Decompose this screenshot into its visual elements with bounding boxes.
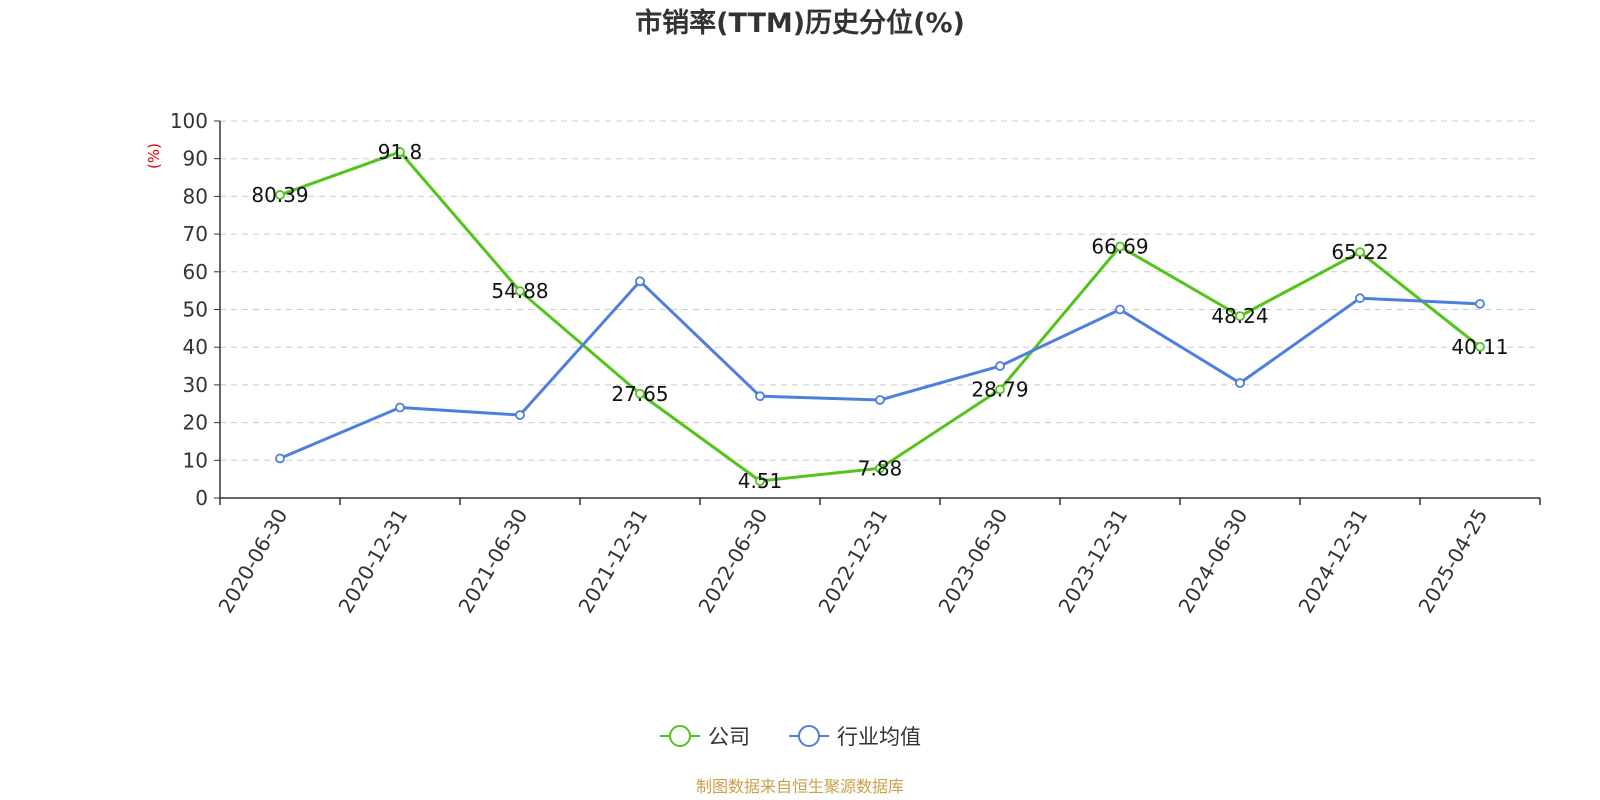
x-tick-label: 2021-06-30 [453,505,532,618]
chart-title: 市销率(TTM)历史分位(%) [635,7,965,39]
source-note: 制图数据来自恒生聚源数据库 [696,777,904,796]
data-label: 80.39 [251,183,308,207]
y-tick-label: 30 [183,373,208,397]
y-tick-label: 20 [183,411,208,435]
data-label: 48.24 [1211,304,1268,328]
series [275,147,1485,486]
legend[interactable]: 公司 行业均值 [660,725,921,749]
x-tick-label: 2022-06-30 [693,505,772,618]
data-point [1115,304,1125,315]
y-tick-label: 60 [183,260,208,284]
legend-marker [798,725,820,747]
data-point [875,463,885,474]
x-tick-label: 2020-06-30 [213,505,292,618]
x-tick-label: 2023-12-31 [1053,505,1132,618]
series-line-1 [279,279,1481,460]
data-label: 65.22 [1331,240,1388,264]
legend-label: 行业均值 [837,725,921,749]
data-label: 54.88 [491,279,548,303]
data-point [635,276,645,287]
data-point [395,147,405,157]
y-tick-label: 90 [183,147,208,171]
y-tick-label: 40 [183,335,208,359]
x-tick-label: 2024-06-30 [1173,505,1252,618]
data-point [395,402,405,413]
y-tick-label: 70 [183,222,208,246]
y-tick-label: 80 [183,184,208,208]
x-tick-label: 2022-12-31 [813,505,892,618]
y-tick-label: 100 [170,109,208,133]
x-tick-label: 2021-12-31 [573,505,652,618]
axes: 0 10 20 30 40 50 60 70 80 90 100 2020-06-30 2020-12-… [170,109,1541,618]
y-tick-label: 10 [183,448,208,472]
y-axis-label: (%) [145,143,163,169]
x-tick-label: 2020-12-31 [333,505,412,618]
gridlines [220,120,1540,461]
data-label: 66.69 [1091,235,1148,259]
data-point [275,453,285,464]
data-point [1355,247,1365,258]
data-point [515,410,525,420]
data-point [1115,241,1125,252]
data-point [1475,298,1485,309]
x-tick-label: 2025-04-25 [1413,505,1492,618]
data-label: 7.88 [858,456,903,480]
x-tick-label: 2023-06-30 [933,505,1012,618]
data-point [995,384,1005,395]
data-point [1235,378,1245,388]
data-point [515,286,525,297]
data-labels: 80.39 91.8 54.88 27.65 4.51 7.88 28.79 66.69 48.… [251,140,1508,493]
data-point [995,361,1005,371]
data-label: 27.65 [611,382,668,406]
data-point [1355,293,1365,304]
data-label: 91.8 [378,140,423,164]
data-point [1475,341,1485,352]
y-tick-label: 0 [195,486,208,510]
data-point [635,388,645,399]
legend-label: 公司 [708,725,750,749]
data-point [275,190,285,200]
data-point [875,395,885,405]
data-label: 40.11 [1451,335,1508,359]
legend-marker [669,725,691,747]
series-line-0 [279,150,1481,483]
data-point [755,476,765,486]
legend-item[interactable]: 公司 [660,725,750,749]
legend-item[interactable]: 行业均值 [789,725,921,749]
x-tick-label: 2024-12-31 [1293,505,1372,618]
data-point [755,391,765,402]
data-point [1235,311,1245,322]
y-tick-label: 50 [183,298,208,322]
data-label: 28.79 [971,377,1028,401]
data-label: 4.51 [738,469,783,493]
